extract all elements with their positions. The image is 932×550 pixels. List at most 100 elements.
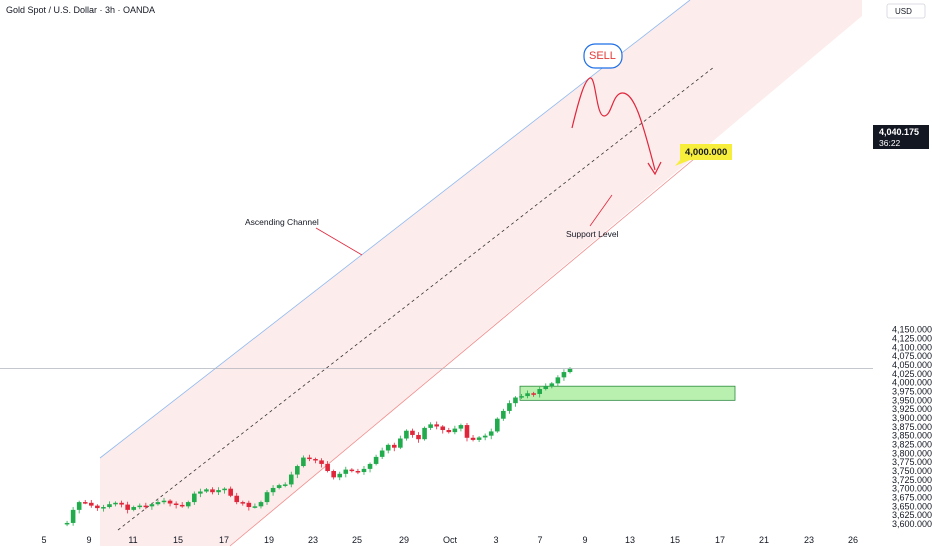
y-tick-label: 3,700.000 [892,484,932,494]
axes: 3,600.0003,625.0003,650.0003,675.0003,70… [41,325,932,545]
candle-body [361,468,367,473]
candle-body [428,424,433,428]
y-tick-label: 3,800.000 [892,448,932,458]
candle-body [446,430,452,433]
y-tick-label: 3,625.000 [892,510,932,520]
y-tick-label: 3,725.000 [892,475,932,485]
candle-body [379,450,385,457]
target-label: 4,000.000 [685,147,727,158]
candle-body [234,495,240,503]
candle-body [555,377,561,384]
support-zone[interactable] [519,194,736,401]
candle-body [216,490,221,493]
support-label: Support Level [566,229,619,239]
x-tick-label: Oct [443,535,458,545]
candle-body [458,425,464,429]
ascending-channel[interactable] [99,0,862,547]
currency-button[interactable] [886,3,926,19]
candle-body [107,504,112,508]
channel-upper-line [99,0,691,459]
candle-body [240,502,246,504]
candle-body [192,493,197,503]
candle-body [398,438,403,448]
candle-body [161,500,167,503]
y-tick-label: 4,050.000 [892,360,932,370]
candle-body [422,427,427,440]
candle-body [331,471,336,478]
candle-body [349,469,355,472]
candle-body [513,397,518,404]
x-tick-label: 9 [86,535,91,545]
candle-body [119,502,124,505]
x-tick-label: 19 [264,535,274,545]
candle-body [470,437,476,440]
candle-body [391,444,397,448]
x-tick-label: 26 [848,535,858,545]
x-tick-label: 17 [219,535,229,545]
candle-body [125,504,130,510]
candle-body [143,505,149,508]
sell-bubble [583,43,623,69]
sell-label: SELL [589,50,616,62]
projection-path[interactable]: SELL 4,000.000 [571,43,732,176]
y-tick-label: 3,975.000 [892,387,932,397]
y-tick-label: 3,850.000 [892,431,932,441]
candle-body [367,463,373,469]
candle-body [313,458,318,461]
candle-body [270,487,276,493]
candle-body [282,484,288,486]
candle-body [307,457,312,460]
price-scale[interactable]: USD 4,040.175 36:22 [873,3,929,149]
channel-label-pointer [315,227,363,256]
current-price-countdown: 36:22 [879,138,901,148]
target-label-notch [675,160,690,166]
support-zone-rect [519,385,736,401]
candle-body [464,425,470,438]
candle-body [173,503,179,506]
x-tick-label: 23 [308,535,318,545]
candle-body [76,502,82,510]
candle-body [301,457,306,467]
y-tick-label: 3,875.000 [892,422,932,432]
candle-body [325,463,330,472]
x-tick-label: 15 [670,535,680,545]
candle-body [416,434,421,440]
y-tick-label: 3,750.000 [892,466,932,476]
support-label-pointer [589,194,613,227]
y-tick-label: 3,650.000 [892,501,932,511]
candle-body [319,460,324,464]
candle-body [222,488,227,491]
y-tick-label: 4,075.000 [892,351,932,361]
candle-body [343,469,349,474]
candle-body [519,396,524,398]
candle-body [561,372,567,378]
candle-body [155,502,161,505]
x-tick-label: 3 [493,535,498,545]
candle-body [64,522,70,525]
candle-body [228,488,233,496]
candle-body [543,386,549,390]
candle-body [167,500,173,504]
y-tick-label: 3,600.000 [892,519,932,529]
candle-body [137,505,143,508]
current-price-value: 4,040.175 [879,127,919,137]
y-tick-label: 4,100.000 [892,342,932,352]
x-tick-label: 15 [173,535,183,545]
y-tick-label: 3,950.000 [892,395,932,405]
candle-body [185,502,191,507]
candle-body [131,507,137,510]
candle-body [246,502,252,508]
candle-body [204,489,209,492]
candle-body [149,504,155,507]
y-tick-label: 4,025.000 [892,369,932,379]
candle-body [440,426,446,431]
candle-body [70,509,76,523]
candle-body [179,504,185,507]
y-tick-label: 3,925.000 [892,404,932,414]
candle-body [258,502,264,507]
candle-body [210,489,215,493]
candle-body [549,383,555,387]
y-tick-label: 4,125.000 [892,334,932,344]
candle-body [488,431,494,436]
